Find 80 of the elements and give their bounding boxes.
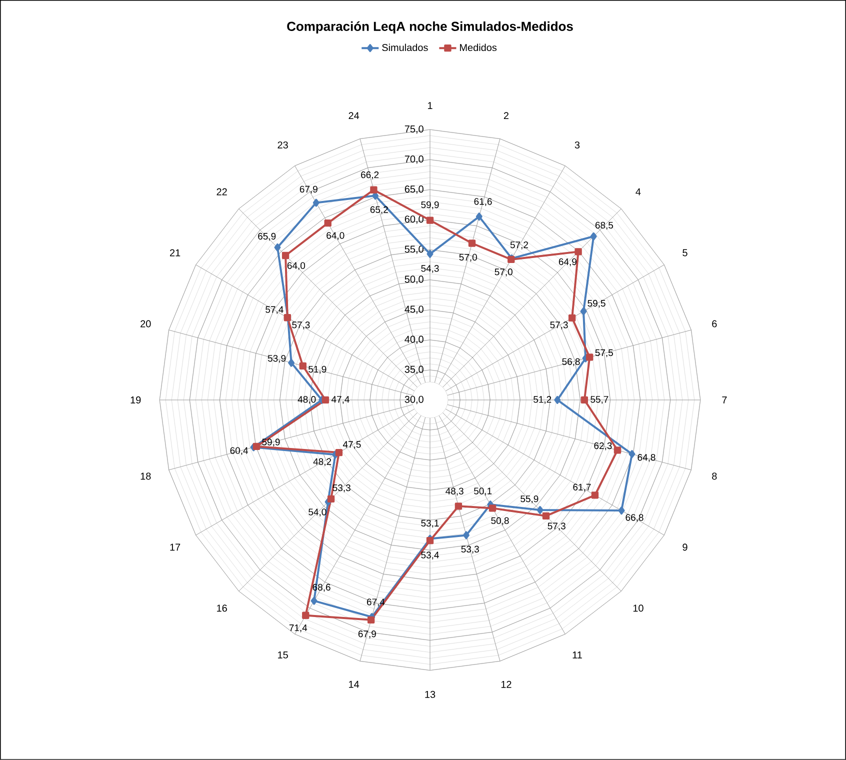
- spoke-label: 4: [636, 188, 641, 196]
- data-label: 59,9: [262, 438, 280, 447]
- spoke-label: 22: [216, 188, 227, 196]
- data-label: 65,9: [258, 232, 276, 241]
- data-label: 57,5: [595, 350, 613, 358]
- data-label: 55,7: [590, 396, 608, 404]
- data-label: 64,0: [287, 262, 306, 270]
- spoke-label: 24: [348, 112, 360, 120]
- data-label: 67,9: [300, 186, 318, 194]
- spoke-label: 16: [217, 604, 227, 612]
- y-tick-label: 30,0: [404, 396, 424, 404]
- data-label: 59,5: [588, 300, 606, 308]
- data-label: 61,7: [573, 484, 591, 492]
- legend-label: Simulados: [382, 44, 428, 52]
- data-label: 62,3: [594, 442, 612, 450]
- data-label: 57,4: [266, 306, 284, 314]
- data-label: 51,2: [534, 396, 552, 404]
- spoke-label: 10: [633, 604, 644, 612]
- data-label: 64,9: [558, 258, 576, 266]
- data-label: 56,8: [562, 358, 580, 366]
- spoke-label: 12: [501, 680, 512, 688]
- data-label: 55,9: [520, 496, 538, 504]
- y-tick-label: 50,0: [404, 276, 424, 284]
- spoke-label: 8: [712, 472, 717, 480]
- data-label: 50,8: [491, 517, 509, 526]
- data-label: 54,3: [421, 265, 439, 273]
- data-label: 61,6: [474, 198, 492, 206]
- data-label: 53,9: [268, 355, 286, 363]
- spoke-label: 5: [682, 249, 688, 256]
- data-label: 59,9: [421, 201, 439, 210]
- data-label: 60,4: [230, 447, 248, 456]
- data-label: 48,3: [446, 488, 464, 496]
- y-tick-label: 65,0: [404, 186, 424, 194]
- spoke-label: 7: [722, 396, 727, 404]
- y-tick-label: 70,0: [404, 156, 424, 164]
- data-label: 68,5: [595, 222, 614, 230]
- spoke-label: 13: [425, 690, 436, 698]
- legend-label: Medidos: [460, 44, 497, 52]
- spoke-label: 23: [278, 142, 288, 149]
- data-label: 57,2: [510, 242, 528, 250]
- y-tick-label: 40,0: [404, 336, 424, 344]
- data-label: 57,3: [292, 322, 310, 330]
- spoke-label: 17: [170, 544, 180, 551]
- data-label: 53,1: [421, 520, 439, 528]
- spoke-label: 3: [574, 142, 580, 149]
- data-label: 53,3: [461, 546, 479, 554]
- data-label: 57,0: [494, 268, 512, 276]
- data-label: 66,2: [361, 172, 379, 180]
- data-label: 48,0: [298, 396, 316, 404]
- data-label: 57,3: [550, 322, 568, 330]
- y-tick-label: 55,0: [404, 246, 424, 254]
- data-label: 64,8: [638, 454, 656, 462]
- spoke-label: 1: [428, 102, 432, 110]
- data-label: 65,2: [370, 206, 388, 214]
- y-tick-label: 35,0: [404, 366, 424, 374]
- data-label: 64,0: [326, 232, 344, 240]
- spoke-label: 21: [170, 249, 180, 256]
- data-label: 53,4: [421, 552, 439, 560]
- spoke-label: 14: [349, 680, 360, 688]
- data-label: 71,4: [289, 624, 308, 632]
- data-label: 50,1: [474, 488, 492, 496]
- data-label: 47,5: [342, 441, 361, 449]
- data-label: 47,4: [331, 396, 350, 404]
- spoke-label: 2: [504, 112, 508, 120]
- spoke-label: 6: [712, 320, 717, 328]
- y-tick-label: 75,0: [404, 126, 424, 134]
- data-label: 67,9: [358, 630, 376, 638]
- data-label: 51,9: [308, 366, 326, 374]
- data-label: 66,8: [626, 514, 644, 522]
- spoke-label: 19: [130, 396, 141, 404]
- data-label: 48,2: [313, 458, 332, 466]
- spoke-label: 20: [140, 320, 151, 328]
- spoke-label: 9: [682, 544, 688, 551]
- spoke-label: 11: [572, 652, 582, 658]
- chart-title: Comparación LeqA noche Simulados-Medidos: [287, 21, 573, 34]
- data-label: 57,0: [459, 254, 477, 262]
- spoke-label: 18: [140, 472, 151, 480]
- data-label: 57,3: [548, 522, 566, 531]
- y-tick-label: 45,0: [404, 306, 424, 314]
- spoke-label: 15: [278, 652, 288, 658]
